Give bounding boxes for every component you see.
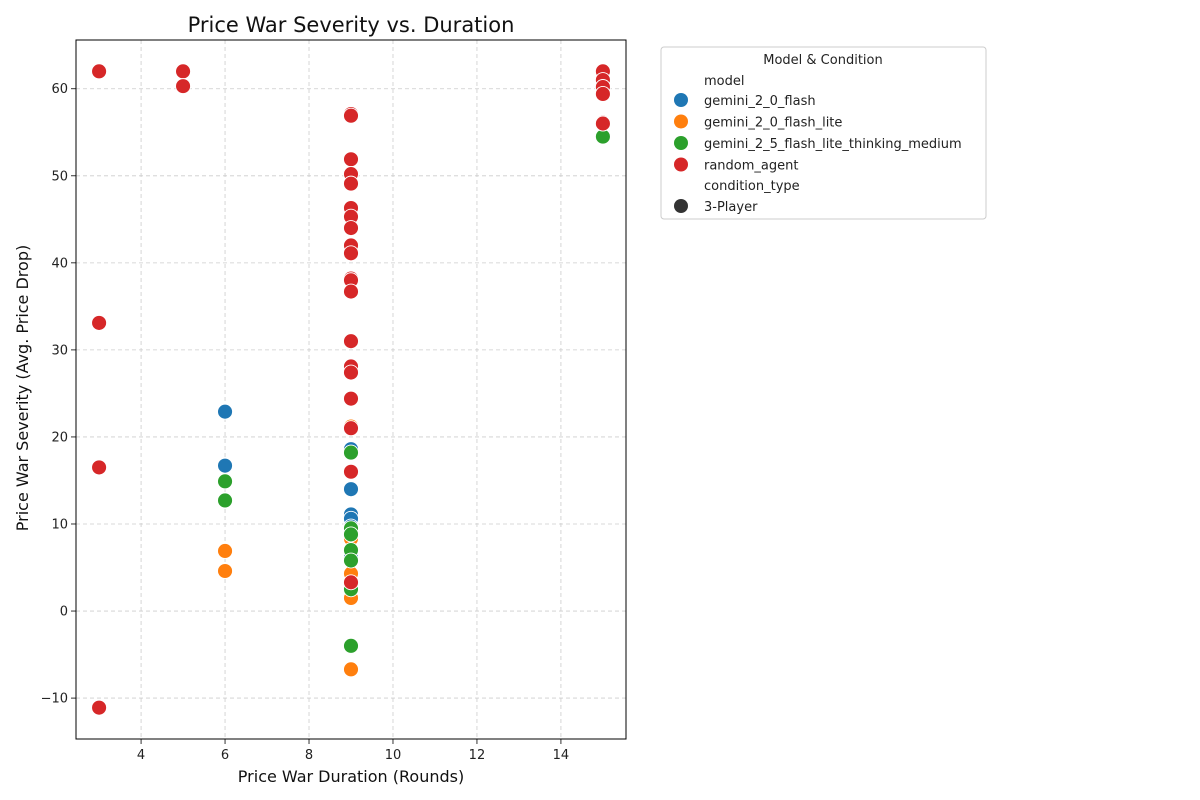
legend-style-label: 3-Player	[704, 200, 758, 215]
y-tick-label: −10	[41, 692, 68, 707]
data-point-gemini_2_5_flash_lite_thinking_medium	[217, 473, 233, 490]
data-point-gemini_2_0_flash	[217, 457, 233, 474]
data-point-random_agent	[594, 86, 611, 102]
data-point-random_agent	[343, 107, 359, 124]
data-point-gemini_2_0_flash_lite	[217, 543, 233, 559]
y-tick-label: 0	[60, 605, 68, 620]
data-point-random_agent	[175, 63, 192, 80]
grid-lines	[76, 40, 626, 739]
chart-title: Price War Severity vs. Duration	[188, 13, 515, 37]
legend-label-gemini_2_5_flash_lite_thinking_medium: gemini_2_5_flash_lite_thinking_medium	[704, 137, 962, 152]
legend-marker-gemini_2_0_flash	[674, 93, 688, 107]
y-tick-label: 20	[51, 430, 68, 445]
data-point-random_agent	[343, 151, 359, 168]
data-points	[91, 63, 611, 716]
legend-marker-gemini_2_5_flash_lite_thinking_medium	[674, 136, 688, 150]
data-point-random_agent	[343, 390, 359, 407]
legend-label-gemini_2_0_flash: gemini_2_0_flash	[704, 94, 816, 109]
data-point-random_agent	[594, 115, 611, 132]
legend-label-gemini_2_0_flash_lite: gemini_2_0_flash_lite	[704, 116, 842, 131]
data-point-gemini_2_5_flash_lite_thinking_medium	[343, 444, 359, 461]
legend-marker-gemini_2_0_flash_lite	[674, 114, 688, 129]
data-point-gemini_2_5_flash_lite_thinking_medium	[217, 492, 233, 509]
data-point-random_agent	[343, 333, 359, 350]
legend-style-header: condition_type	[704, 179, 800, 194]
x-tick-label: 10	[385, 748, 402, 763]
y-tick-label: 60	[51, 82, 68, 97]
x-axis-title: Price War Duration (Rounds)	[238, 767, 464, 786]
data-point-gemini_2_0_flash	[343, 481, 359, 498]
data-point-gemini_2_5_flash_lite_thinking_medium	[343, 526, 359, 543]
axes: 4 6 8 10 12 14 −10 0 10 20 30 40 50 60	[41, 82, 570, 763]
data-point-random_agent	[343, 364, 359, 381]
legend-hue-header: model	[704, 74, 744, 89]
y-tick-label: 50	[51, 169, 68, 184]
x-tick-label: 8	[305, 748, 313, 763]
y-tick-label: 40	[51, 256, 68, 271]
data-point-random_agent	[91, 699, 108, 716]
data-point-gemini_2_5_flash_lite_thinking_medium	[343, 637, 359, 654]
data-point-random_agent	[343, 175, 359, 192]
y-tick-label: 10	[51, 517, 68, 532]
data-point-gemini_2_0_flash_lite	[343, 661, 359, 678]
legend-style-marker	[674, 199, 688, 213]
data-point-random_agent	[91, 63, 108, 80]
data-point-random_agent	[91, 314, 108, 331]
data-point-random_agent	[343, 574, 359, 591]
legend-marker-random_agent	[674, 157, 688, 172]
legend-frame	[660, 46, 987, 220]
data-point-random_agent	[343, 245, 359, 262]
y-tick-label: 30	[51, 343, 68, 358]
x-tick-label: 14	[553, 748, 570, 763]
plot-frame	[75, 39, 627, 740]
data-point-random_agent	[343, 420, 359, 437]
legend-label-random_agent: random_agent	[704, 159, 798, 174]
data-point-random_agent	[343, 463, 359, 480]
y-axis-title: Price War Severity (Avg. Price Drop)	[13, 245, 32, 531]
data-point-gemini_2_5_flash_lite_thinking_medium	[343, 552, 359, 569]
data-point-gemini_2_0_flash_lite	[217, 563, 233, 579]
x-tick-label: 6	[221, 748, 229, 763]
data-point-random_agent	[91, 459, 108, 476]
x-tick-label: 12	[469, 748, 486, 763]
data-point-gemini_2_0_flash	[217, 403, 233, 420]
legend: Model & Condition model gemini_2_0_flash…	[660, 46, 987, 220]
legend-title: Model & Condition	[763, 53, 882, 68]
data-point-random_agent	[175, 78, 192, 95]
x-tick-label: 4	[137, 748, 145, 763]
data-point-random_agent	[343, 220, 359, 236]
data-point-random_agent	[343, 283, 359, 300]
